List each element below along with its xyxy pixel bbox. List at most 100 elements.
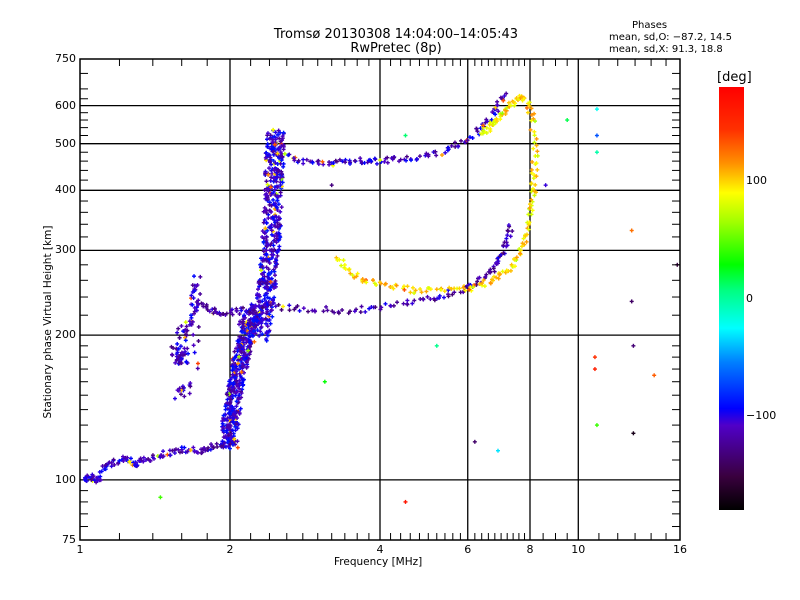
data-point <box>244 338 249 343</box>
data-point <box>463 288 468 293</box>
data-point <box>229 435 234 440</box>
data-point <box>274 214 279 219</box>
data-point <box>331 160 336 165</box>
data-point <box>534 161 539 166</box>
data-point <box>269 222 274 227</box>
data-point <box>410 285 415 290</box>
data-point <box>369 159 374 164</box>
data-point <box>456 143 461 148</box>
data-point <box>233 424 238 429</box>
data-point <box>490 110 495 115</box>
data-point <box>352 158 357 163</box>
data-point <box>364 280 369 285</box>
data-point <box>443 150 448 155</box>
data-point <box>264 321 269 326</box>
data-point <box>264 150 269 155</box>
data-point <box>239 370 244 375</box>
data-point <box>275 253 280 258</box>
data-point <box>281 130 286 135</box>
data-point <box>238 406 243 411</box>
data-point <box>268 279 273 284</box>
data-point <box>229 389 234 394</box>
data-point <box>343 160 348 165</box>
data-point <box>257 304 262 309</box>
data-point <box>504 244 509 249</box>
data-point <box>272 134 277 139</box>
data-point <box>264 221 269 226</box>
data-point <box>282 151 287 156</box>
plot-frame <box>79 58 681 541</box>
data-point <box>225 418 230 423</box>
data-point <box>320 159 325 164</box>
data-point <box>279 171 284 176</box>
data-point <box>263 316 268 321</box>
data-point <box>238 374 243 379</box>
data-point <box>519 94 524 99</box>
data-point <box>276 147 281 152</box>
data-point <box>237 386 242 391</box>
data-point <box>188 384 193 389</box>
data-point <box>247 329 252 334</box>
data-point <box>263 240 268 245</box>
data-point <box>484 272 489 277</box>
data-point <box>161 454 166 459</box>
data-point <box>277 244 282 249</box>
data-point <box>378 158 383 163</box>
data-point <box>243 352 248 357</box>
data-point <box>281 143 286 148</box>
data-point <box>265 242 270 247</box>
data-point <box>230 442 235 447</box>
data-point <box>265 333 270 338</box>
data-point <box>533 119 538 124</box>
data-point <box>254 318 259 323</box>
data-point <box>269 241 274 246</box>
data-point <box>374 161 379 166</box>
data-point <box>194 450 199 455</box>
data-point <box>413 288 418 293</box>
data-point <box>176 326 181 331</box>
data-point <box>264 337 269 342</box>
data-point <box>405 298 410 303</box>
data-point <box>276 194 281 199</box>
data-point <box>475 279 480 284</box>
data-point <box>223 407 228 412</box>
data-point <box>363 309 368 314</box>
data-point <box>262 270 267 275</box>
data-point <box>532 193 537 198</box>
data-point <box>117 458 122 463</box>
data-point <box>341 258 346 263</box>
data-point <box>263 155 268 160</box>
data-point <box>257 292 262 297</box>
data-point <box>273 160 278 165</box>
data-point <box>253 325 258 330</box>
data-point <box>496 109 501 114</box>
data-point <box>220 421 225 426</box>
data-point <box>180 353 185 358</box>
data-point <box>410 301 415 306</box>
data-point <box>227 446 232 451</box>
data-point <box>245 322 250 327</box>
data-point <box>426 152 431 157</box>
data-point <box>226 438 231 443</box>
data-point <box>484 125 489 130</box>
data-point <box>253 303 258 308</box>
data-point <box>350 273 355 278</box>
data-point <box>234 308 239 313</box>
data-point <box>517 247 522 252</box>
data-point <box>237 392 242 397</box>
data-point <box>196 302 201 307</box>
data-point <box>412 291 417 296</box>
data-point <box>493 112 498 117</box>
data-point <box>262 188 267 193</box>
data-point <box>177 353 182 358</box>
data-point <box>265 144 270 149</box>
data-point <box>652 373 657 378</box>
data-point <box>514 255 519 260</box>
data-point <box>264 258 269 263</box>
data-point <box>258 262 263 267</box>
data-point <box>190 302 195 307</box>
data-point <box>211 445 216 450</box>
data-point <box>267 136 272 141</box>
data-point <box>112 462 117 467</box>
data-point <box>487 122 492 127</box>
